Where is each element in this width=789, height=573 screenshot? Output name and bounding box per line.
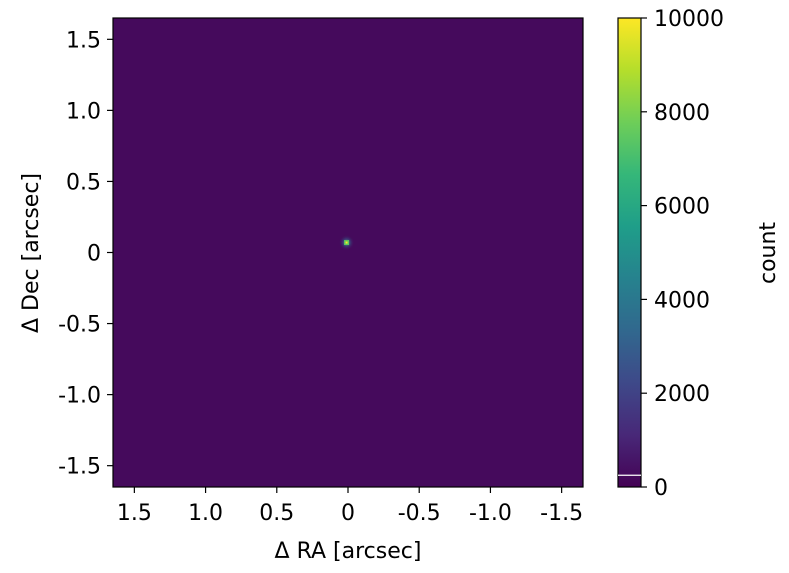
- y-tick-label: -1.0: [58, 384, 101, 409]
- x-tick-label: 0: [341, 501, 355, 526]
- colorbar-tick-label: 0: [654, 476, 668, 501]
- y-tick-label: -1.5: [58, 455, 101, 480]
- x-tick-label: -1.0: [469, 501, 512, 526]
- y-tick-label: 1.5: [66, 28, 101, 53]
- source-peak: [345, 241, 348, 244]
- colorbar-tick-label: 6000: [654, 195, 710, 220]
- x-tick-label: 1.5: [117, 501, 152, 526]
- colorbar-ticks: 0 2000 4000 6000 8000 10000: [618, 7, 724, 501]
- colorbar-label: count: [756, 222, 781, 284]
- colorbar-tick-label: 2000: [654, 382, 710, 407]
- x-tick-label: 1.0: [188, 501, 223, 526]
- colorbar-tick-label: 10000: [654, 7, 724, 32]
- y-tick-label: 0: [87, 242, 101, 267]
- source-layer: [338, 234, 355, 251]
- colorbar-tick-label: 8000: [654, 101, 710, 126]
- x-tick-label: -0.5: [398, 501, 441, 526]
- x-tick-label: -1.5: [540, 501, 583, 526]
- y-tick-label: -0.5: [58, 313, 101, 338]
- y-axis-label: Δ Dec [arcsec]: [19, 173, 44, 333]
- x-axis-label: Δ RA [arcsec]: [275, 539, 422, 564]
- colorbar-tick-label: 4000: [654, 288, 710, 313]
- colorbar-frame: [617, 17, 642, 488]
- y-axis-ticks: 1.5 1.0 0.5 0 -0.5 -1.0 -1.5: [58, 28, 113, 480]
- heatmap-image: [113, 18, 583, 487]
- colorbar: [618, 18, 641, 487]
- x-axis-ticks: 1.5 1.0 0.5 0 -0.5 -1.0 -1.5: [117, 487, 583, 526]
- x-tick-label: 0.5: [259, 501, 294, 526]
- y-tick-label: 1.0: [66, 99, 101, 124]
- y-tick-label: 0.5: [66, 170, 101, 195]
